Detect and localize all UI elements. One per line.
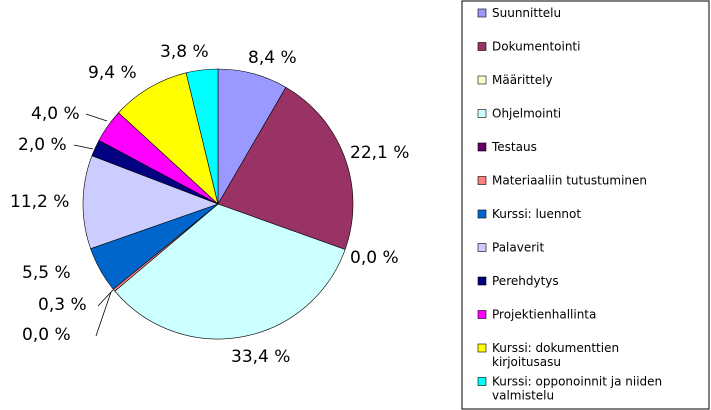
legend-swatch-2 [477, 75, 487, 85]
data-label-7: 11,2 % [10, 192, 69, 212]
data-label-9: 4,0 % [31, 104, 80, 124]
data-label-6: 5,5 % [22, 263, 71, 283]
legend-swatch-10 [477, 343, 487, 353]
data-label-1: 22,1 % [350, 143, 409, 163]
legend-label-1: Dokumentointi [492, 40, 580, 54]
legend-swatch-3 [477, 109, 487, 118]
legend-swatch-8 [477, 276, 487, 286]
pie-slices [82, 68, 354, 340]
legend-label-11: Kurssi: opponoinnit ja niiden valmistelu [492, 375, 662, 403]
legend-swatch-4 [477, 142, 487, 152]
data-label-5: 0,3 % [38, 295, 87, 315]
legend-swatch-0 [477, 8, 487, 18]
legend-swatch-9 [477, 310, 487, 319]
data-label-4: 0,0 % [22, 325, 71, 345]
pie-slice-3 [114, 203, 346, 340]
leader-lines [73, 113, 114, 337]
leader-line-5 [97, 289, 114, 307]
data-label-2: 0,0 % [350, 248, 399, 268]
data-label-11: 3,8 % [160, 42, 209, 62]
legend-label-7: Palaverit [492, 241, 544, 255]
legend-label-5: Materiaaliin tutustuminen [492, 174, 647, 188]
legend-swatch-5 [477, 176, 487, 185]
pie-slice-10 [118, 72, 219, 205]
legend-swatch-6 [477, 209, 487, 219]
legend-swatch-7 [477, 243, 487, 252]
legend-swatch-11 [477, 377, 487, 386]
data-label-8: 2,0 % [18, 135, 67, 155]
pie-slice-7 [82, 155, 219, 250]
legend-frame [461, 0, 710, 410]
data-label-10: 9,4 % [88, 63, 137, 83]
legend-label-0: Suunnittelu [492, 6, 561, 20]
legend-label-8: Perehdytys [492, 274, 559, 288]
data-labels: 8,4 % 22,1 % 0,0 % 33,4 % 0,0 % 0,3 % 5,5 % 11,… [10, 42, 409, 367]
leader-line-8 [73, 144, 94, 150]
data-label-3: 33,4 % [231, 347, 290, 367]
data-label-0: 8,4 % [248, 48, 297, 68]
leader-line-9 [85, 113, 108, 122]
legend-label-3: Ohjelmointi [492, 107, 561, 121]
leader-line-4 [95, 291, 112, 337]
pie-slice-1 [217, 86, 354, 250]
legend-label-6: Kurssi: luennot [492, 207, 581, 221]
legend-label-10: Kurssi: dokumenttien kirjoitusasu [492, 341, 619, 369]
legend-swatch-1 [477, 42, 487, 51]
legend: Suunnittelu Dokumentointi Määrittely Ohjelm… [461, 0, 710, 410]
pie-slice-11 [185, 68, 219, 205]
legend-label-9: Projektienhallinta [492, 308, 596, 322]
legend-label-2: Määrittely [492, 73, 553, 87]
legend-label-4: Testaus [491, 140, 537, 154]
